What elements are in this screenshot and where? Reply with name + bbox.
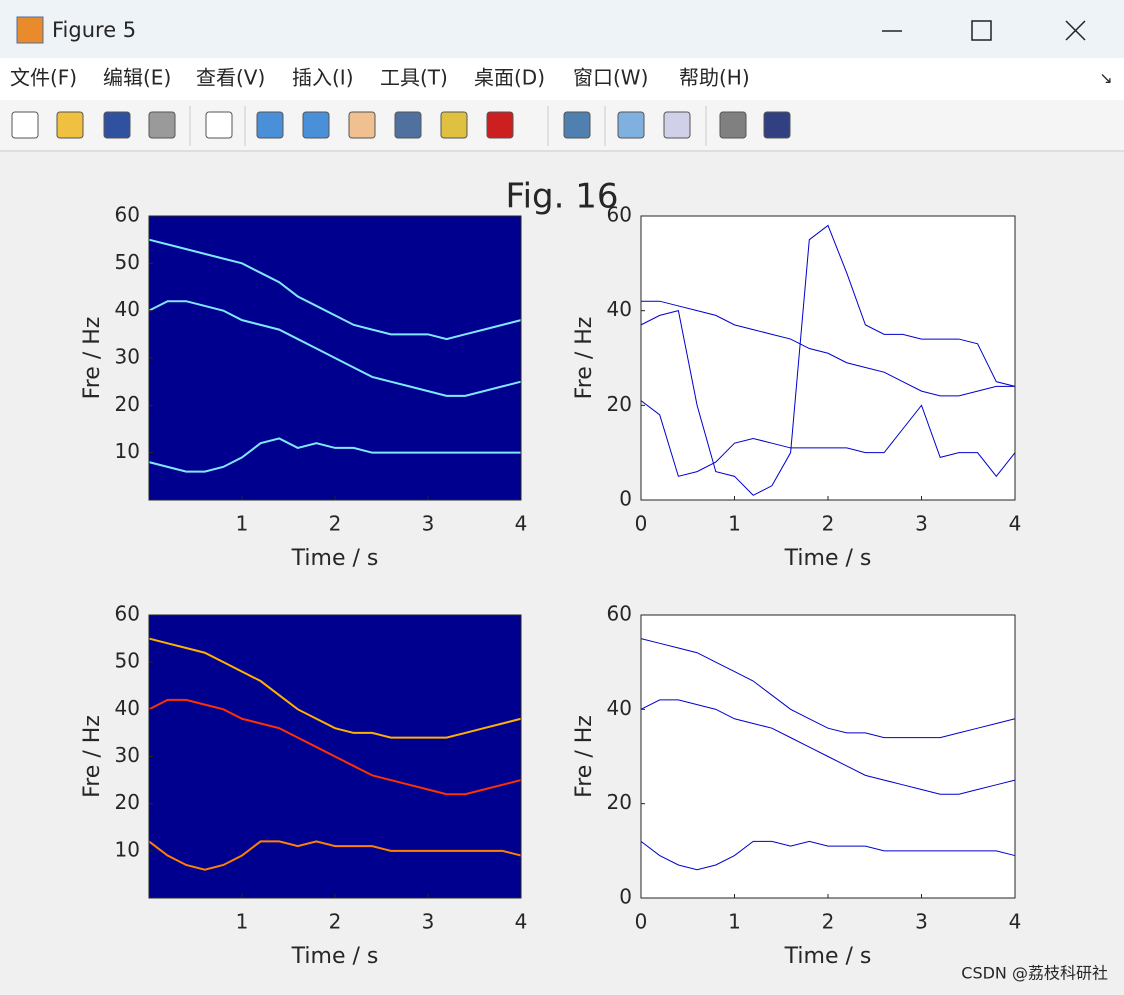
- toolbar-buttons: [11, 106, 791, 146]
- data-line: [148, 238, 522, 341]
- menu-arrow[interactable]: ↘: [1099, 69, 1112, 88]
- x-tick-label: 1: [728, 512, 741, 536]
- toolbar-button[interactable]: [440, 111, 468, 139]
- x-tick-label: 3: [422, 910, 435, 934]
- maximize-button[interactable]: [971, 20, 992, 41]
- toolbar-button[interactable]: [617, 111, 645, 139]
- y-tick-label: 40: [607, 696, 632, 720]
- toolbar-button[interactable]: [11, 111, 39, 139]
- y-tick-label: 50: [115, 649, 140, 673]
- toolbar-button[interactable]: [763, 111, 791, 139]
- toolbar-button[interactable]: [486, 111, 514, 139]
- y-tick-label: 60: [607, 602, 632, 626]
- plot-area: [641, 216, 1015, 500]
- y-tick-label: 20: [607, 392, 632, 416]
- data-line: [148, 300, 522, 397]
- toolbar-button[interactable]: [348, 111, 376, 139]
- data-line: [148, 437, 521, 473]
- y-tick-label: 50: [115, 250, 140, 274]
- x-tick-label: 3: [915, 512, 928, 536]
- x-tick-label: 2: [329, 512, 342, 536]
- x-tick-label: 4: [1009, 512, 1022, 536]
- data-line: [640, 638, 1016, 739]
- data-line: [640, 840, 1016, 871]
- y-tick-label: 20: [115, 790, 140, 814]
- x-tick-label: 2: [822, 910, 835, 934]
- toolbar-button[interactable]: [663, 111, 691, 139]
- menu-item[interactable]: 查看(V): [196, 66, 265, 90]
- y-tick-label: 40: [607, 297, 632, 321]
- menu-bar: [0, 58, 1124, 100]
- toolbar-button[interactable]: [719, 111, 747, 139]
- y-axis-label: Fre / Hz: [80, 317, 105, 400]
- y-axis-label: Fre / Hz: [572, 317, 597, 400]
- x-tick-label: 3: [915, 910, 928, 934]
- x-axis-label: Time / s: [291, 944, 379, 969]
- toolbar: [0, 100, 1124, 150]
- y-tick-label: 40: [115, 297, 140, 321]
- x-tick-label: 2: [822, 512, 835, 536]
- toolbar-button[interactable]: [148, 111, 176, 139]
- y-tick-label: 0: [619, 487, 632, 511]
- y-tick-label: 20: [115, 392, 140, 416]
- y-tick-label: 60: [115, 602, 140, 626]
- x-tick-label: 3: [422, 512, 435, 536]
- y-tick-label: 10: [115, 439, 140, 463]
- toolbar-button[interactable]: [103, 111, 131, 139]
- x-tick-label: 4: [1009, 910, 1022, 934]
- toolbar-button[interactable]: [302, 111, 330, 139]
- watermark: CSDN @荔枝科研社: [961, 964, 1108, 983]
- data-line: [640, 224, 1016, 496]
- data-line: [148, 637, 522, 739]
- menu-item[interactable]: 桌面(D): [474, 66, 545, 90]
- menu-item[interactable]: 文件(F): [10, 66, 77, 90]
- toolbar-button[interactable]: [256, 111, 284, 139]
- y-tick-label: 30: [115, 743, 140, 767]
- x-tick-label: 1: [236, 910, 249, 934]
- y-axis-label: Fre / Hz: [572, 715, 597, 798]
- y-tick-label: 20: [607, 790, 632, 814]
- data-line: [640, 699, 1016, 795]
- app-icon: [16, 16, 44, 44]
- data-line: [640, 400, 1016, 478]
- x-tick-label: 4: [515, 910, 528, 934]
- menu-item[interactable]: 帮助(H): [679, 66, 750, 90]
- y-axis-label: Fre / Hz: [80, 715, 105, 798]
- toolbar-button[interactable]: [205, 111, 233, 139]
- y-tick-label: 60: [607, 203, 632, 227]
- menu-item[interactable]: 编辑(E): [103, 66, 171, 90]
- x-tick-label: 2: [329, 910, 342, 934]
- x-axis-label: Time / s: [784, 546, 872, 571]
- toolbar-button[interactable]: [563, 111, 591, 139]
- data-line: [641, 300, 1015, 397]
- x-tick-label: 0: [635, 910, 648, 934]
- x-tick-label: 1: [728, 910, 741, 934]
- y-tick-label: 40: [115, 696, 140, 720]
- menu-item[interactable]: 窗口(W): [573, 66, 648, 90]
- menu-item[interactable]: 工具(T): [380, 66, 448, 90]
- y-tick-label: 60: [115, 203, 140, 227]
- close-button[interactable]: [1065, 20, 1086, 41]
- data-line: [148, 840, 522, 871]
- toolbar-button[interactable]: [394, 111, 422, 139]
- title-bar: [0, 0, 1124, 58]
- x-tick-label: 4: [515, 512, 528, 536]
- x-axis-label: Time / s: [291, 546, 379, 571]
- x-tick-label: 0: [635, 512, 648, 536]
- toolbar-button[interactable]: [56, 111, 84, 139]
- figure-title: Fig. 16: [506, 177, 619, 217]
- y-tick-label: 30: [115, 345, 140, 369]
- x-axis-label: Time / s: [784, 944, 872, 969]
- x-tick-label: 1: [236, 512, 249, 536]
- menu-item[interactable]: 插入(I): [292, 66, 354, 90]
- y-tick-label: 0: [619, 885, 632, 909]
- window-title: Figure 5: [52, 18, 136, 42]
- data-line: [148, 698, 522, 796]
- y-tick-label: 10: [115, 837, 140, 861]
